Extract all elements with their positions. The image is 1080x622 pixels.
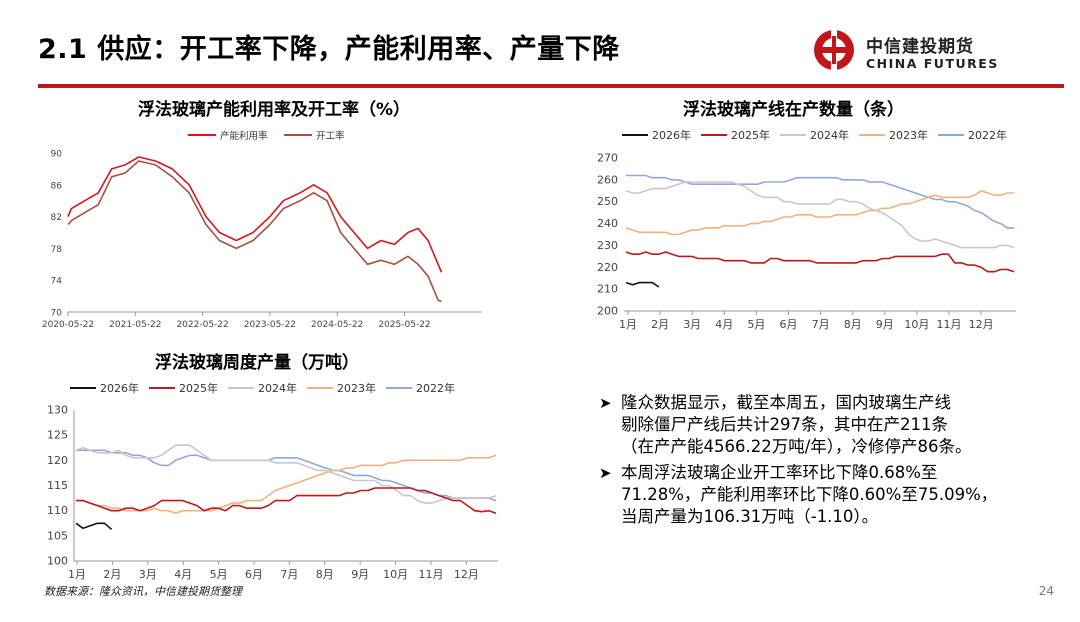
weekly-output-chart: 100 105 110 115 120 125 130 1月 2月 3月 4月 5月 6月 7月 8月 9月 1… (47, 381, 498, 581)
x-tick-label: 2025-05-22 (378, 320, 430, 330)
x-tick-label: 1月 (619, 318, 637, 331)
x-tick-label: 1月 (68, 568, 86, 581)
x-tick-label: 12月 (969, 318, 994, 331)
legend-label: 2026年 (100, 381, 139, 395)
y-tick-label: 210 (597, 283, 618, 296)
data-source: 数据来源：隆众资讯，中信建投期货整理 (44, 585, 242, 598)
bullet-line: 隆众数据显示，截至本周五，国内玻璃生产线 (621, 393, 951, 412)
series-line (625, 190, 1014, 236)
x-tick-label: 5月 (747, 318, 765, 331)
x-tick-label: 7月 (812, 318, 830, 331)
x-tick-label: 2023-05-22 (244, 320, 296, 330)
y-tick-label: 115 (47, 479, 68, 492)
y-tick-label: 74 (51, 277, 63, 287)
chart1-title: 浮法玻璃产能利用率及开工率（%） (138, 100, 411, 120)
y-tick-label: 125 (47, 429, 68, 442)
page-number: 24 (1038, 584, 1054, 598)
chart3-title: 浮法玻璃周度产量（万吨） (155, 353, 359, 373)
legend-label: 2024年 (258, 381, 297, 395)
series-line (67, 160, 442, 303)
x-tick-label: 3月 (139, 568, 157, 581)
x-tick-label: 2020-05-22 (42, 320, 94, 330)
header-divider (38, 84, 1064, 88)
x-tick-label: 8月 (316, 568, 334, 581)
y-tick-label: 240 (597, 217, 618, 230)
legend-label: 2023年 (889, 128, 928, 142)
commentary: ➤ 隆众数据显示，截至本周五，国内玻璃生产线 剔除僵尸产线后共计297条，其中在… (597, 392, 1067, 532)
logo-english-name: CHINA FUTURES (866, 56, 999, 71)
legend-label: 开工率 (316, 130, 345, 142)
legend-label: 2022年 (968, 128, 1007, 142)
series-line (75, 444, 497, 504)
y-tick-label: 200 (597, 305, 618, 318)
series-line (625, 251, 1015, 273)
series-line (626, 174, 1014, 229)
legend-label: 产能利用率 (220, 130, 268, 142)
bullet-line: （在产产能4566.22万吨/年），冷修停产86条。 (621, 437, 972, 456)
y-tick-label: 78 (51, 245, 63, 255)
y-tick-label: 82 (51, 213, 62, 223)
slide-title: 2.1 供应：开工率下降，产能利用率、产量下降 (38, 34, 620, 65)
x-tick-label: 11月 (419, 568, 444, 581)
y-tick-label: 220 (597, 261, 618, 274)
chart2-title: 浮法玻璃产线在产数量（条） (683, 100, 904, 120)
bullet-item: ➤ 本周浮法玻璃企业开工率环比下降0.68%至 71.28%，产能利用率环比下降… (597, 462, 1067, 528)
y-tick-label: 86 (51, 181, 63, 191)
series-line (76, 487, 497, 514)
series-line (75, 522, 113, 530)
y-tick-label: 105 (47, 529, 68, 542)
x-tick-label: 4月 (715, 318, 733, 331)
series-line (76, 454, 497, 514)
legend-label: 2025年 (179, 381, 218, 395)
y-tick-label: 230 (597, 239, 618, 252)
bullet-item: ➤ 隆众数据显示，截至本周五，国内玻璃生产线 剔除僵尸产线后共计297条，其中在… (597, 392, 1067, 458)
legend-label: 2022年 (416, 381, 455, 395)
bullet-line: 71.28%，产能利用率环比下降0.60%至75.09%， (621, 485, 998, 504)
y-tick-label: 250 (597, 195, 618, 208)
x-tick-label: 11月 (937, 318, 962, 331)
x-tick-label: 9月 (876, 318, 894, 331)
y-tick-label: 100 (47, 555, 68, 568)
x-tick-label: 5月 (210, 568, 228, 581)
legend-label: 2026年 (652, 128, 691, 142)
bullet-line: 当周产量为106.31万吨（-1.10）。 (621, 507, 879, 526)
production-lines-chart: 200 210 220 230 240 250 260 270 1月 2月 3月 4月 5月 6月 7月 8月… (597, 128, 1016, 331)
x-tick-label: 2022-05-22 (176, 320, 228, 330)
legend-label: 2023年 (337, 381, 376, 395)
y-tick-label: 90 (51, 150, 63, 160)
bullet-line: 本周浮法玻璃企业开工率环比下降0.68%至 (621, 463, 938, 482)
x-tick-label: 2021-05-22 (109, 320, 161, 330)
x-tick-label: 12月 (454, 568, 479, 581)
x-tick-label: 7月 (280, 568, 298, 581)
chevron-right-icon: ➤ (599, 394, 612, 412)
legend-label: 2025年 (731, 128, 770, 142)
y-tick-label: 120 (47, 454, 68, 467)
series-line (625, 181, 1015, 249)
y-tick-label: 70 (51, 309, 63, 319)
x-tick-label: 10月 (904, 318, 929, 331)
y-tick-label: 110 (47, 504, 68, 517)
x-tick-label: 6月 (245, 568, 263, 581)
series-line (67, 156, 443, 273)
x-tick-label: 2月 (103, 568, 121, 581)
x-tick-label: 10月 (383, 568, 408, 581)
company-logo: 中信建投期货 CHINA FUTURES (812, 26, 1002, 76)
x-tick-label: 2024-05-22 (311, 320, 363, 330)
bullet-line: 剔除僵尸产线后共计297条，其中在产211条 (621, 415, 948, 434)
series-line (625, 281, 660, 288)
y-tick-label: 270 (597, 152, 618, 165)
chevron-right-icon: ➤ (599, 464, 612, 482)
x-tick-label: 2月 (651, 318, 669, 331)
legend-label: 2024年 (810, 128, 849, 142)
x-tick-label: 4月 (174, 568, 192, 581)
x-tick-label: 8月 (844, 318, 862, 331)
x-tick-label: 9月 (351, 568, 369, 581)
y-tick-label: 130 (47, 404, 68, 417)
citic-logo-icon (814, 30, 854, 70)
y-tick-label: 260 (597, 173, 618, 186)
x-tick-label: 3月 (683, 318, 701, 331)
x-tick-label: 6月 (780, 318, 798, 331)
logo-chinese-name: 中信建投期货 (866, 37, 974, 57)
utilization-chart: 70 74 78 82 86 90 2020-05-22 2021-05-22 2022-05-… (42, 130, 482, 330)
